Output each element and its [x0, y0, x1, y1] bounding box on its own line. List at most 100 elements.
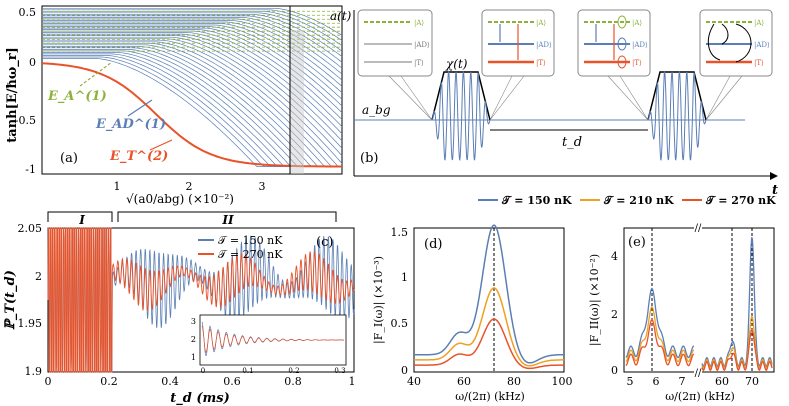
- b-level-box-pointer-a-0: [388, 75, 433, 121]
- e-xtick-1: 6: [653, 375, 660, 388]
- e-ytick-2: 0: [611, 364, 618, 377]
- c-legend-label-270: 𝒯 = 270 nK: [218, 248, 283, 261]
- panel-d: 1.5 1 0.5 0 40 60 80 100 |F_I(ω)| (×10⁻³…: [372, 224, 573, 403]
- e-xtick-2: 7: [679, 375, 686, 388]
- a-arrow-AD: [127, 99, 153, 117]
- b-state-label-3-1: |AD⟩: [754, 41, 770, 49]
- b-chi: χ(t): [445, 57, 468, 71]
- e-series-left-2: [625, 318, 695, 367]
- c-inset-ytick-1: 2: [191, 335, 196, 344]
- c-inset-xtick-0: 0: [201, 367, 205, 375]
- b-xaxis-arrow: [770, 172, 778, 180]
- d-ytick-1: 1: [401, 271, 408, 284]
- d-series-2: [414, 318, 564, 370]
- c-inset-ytick-2: 1: [191, 353, 196, 362]
- c-legend-label-150: 𝒯 = 150 nK: [218, 234, 283, 247]
- b-label: (b): [360, 151, 378, 166]
- b-state-label-0-0: |A⟩: [414, 19, 424, 27]
- e-label: (e): [628, 235, 646, 250]
- a-ylabel: tanh[E/ħω_r]: [5, 47, 20, 142]
- a-level-curve-14: [42, 36, 343, 157]
- d-xtick-3: 100: [552, 375, 573, 388]
- a-level-curve-32: [42, 9, 343, 41]
- a-level-curve-6: [42, 49, 342, 167]
- c-inset-series-270: [201, 325, 344, 353]
- b-level-box-pointer-a-3: [705, 75, 731, 121]
- b-state-label-2-2: |T⟩: [632, 59, 642, 67]
- a-xlabel: √(a0/abg) (×10⁻²): [126, 192, 234, 206]
- b-arrow-3-b: [721, 23, 729, 45]
- panel-b: a(t) t (b) a_bg χ(t) t_d |A⟩|AD⟩|T⟩|A⟩|A…: [330, 9, 778, 198]
- a-level-curve-29: [42, 13, 343, 57]
- d-xtick-0: 40: [407, 375, 421, 388]
- c-ytick-0: 2.05: [18, 222, 43, 235]
- c-xtick-3: 0.6: [223, 375, 241, 388]
- b-level-box-0: |A⟩ |AD⟩ |T⟩: [357, 9, 433, 121]
- a-annot-T: E_T^(2): [109, 149, 168, 164]
- a-level-curve-8: [42, 45, 342, 167]
- e-xlabel: ω/(2π) (kHz): [665, 390, 735, 403]
- b-abg: a_bg: [362, 103, 391, 117]
- b-level-box-pointer-a-2: [607, 75, 649, 121]
- c-label: (c): [316, 235, 333, 250]
- a-ytick-3: -1: [25, 163, 36, 176]
- a-xtick-1: 2: [186, 180, 193, 193]
- a-level-curve-21: [42, 26, 343, 107]
- a-xtick-2: 3: [259, 180, 266, 193]
- a-level-curve-19: [42, 29, 343, 120]
- e-ytick-1: 2: [611, 308, 618, 321]
- d-xtick-1: 60: [457, 375, 471, 388]
- panel-c-curves: [47, 227, 355, 373]
- e-axis-break-mark-top: //: [695, 223, 702, 234]
- b-loop-2-a: [617, 15, 627, 29]
- c-ylabel: ℙ_T(t_d): [3, 270, 18, 330]
- c-xtick-1: 0.2: [100, 375, 118, 388]
- d-label: (d): [424, 237, 442, 252]
- a-level-curve-11: [42, 41, 342, 167]
- a-arrow-T: [149, 139, 173, 151]
- a-ytick-0: 0.5: [19, 6, 37, 19]
- b-state-label-1-1: |AD⟩: [536, 41, 552, 49]
- a-label: (a): [60, 151, 78, 166]
- b-state-label-3-0: |A⟩: [754, 19, 764, 27]
- a-annot-AD: E_AD^(1): [95, 117, 166, 132]
- e-series-left-1: [625, 305, 695, 363]
- b-level-box-1: |A⟩ |AD⟩ |T⟩: [481, 9, 555, 121]
- b-loop-2-b: [617, 37, 627, 51]
- c-region-II: II: [221, 213, 234, 227]
- a-level-curve-30: [42, 12, 343, 52]
- b-pulse-envelope-1: [431, 71, 491, 121]
- a-level-curve-15: [42, 35, 343, 149]
- a-ytick-1: 0: [29, 56, 36, 69]
- b-level-box-3: |A⟩ |AD⟩ |T⟩: [699, 9, 773, 121]
- b-arrow-3-a: [707, 23, 721, 61]
- panel-a: 0.5 0 -0.5 -1 1 2 3 tanh[E/ħω_r] √(a0/ab…: [5, 5, 343, 206]
- top-legend-label-270: 𝒯 = 270 nK: [705, 194, 776, 207]
- e-xtick-0: 5: [627, 375, 634, 388]
- b-state-label-3-2: |T⟩: [754, 59, 764, 67]
- a-level-curve-12: [42, 39, 342, 167]
- b-level-box-pointer-b-2: [619, 75, 649, 121]
- a-annot-A: E_A^(1): [47, 89, 107, 104]
- panel-a-frame: [41, 5, 343, 175]
- b-state-label-2-1: |AD⟩: [632, 41, 648, 49]
- d-xlabel: ω/(2π) (kHz): [455, 390, 525, 403]
- a-trimer-curve: [41, 62, 342, 168]
- e-ylabel: |F_II(ω)| (×10⁻²): [588, 254, 602, 346]
- e-xtick-4: 70: [745, 375, 759, 388]
- e-series-right-2: [701, 328, 773, 372]
- c-inset-curves: [201, 321, 344, 357]
- b-state-label-1-0: |A⟩: [536, 19, 546, 27]
- c-series-270: [47, 227, 355, 373]
- b-state-label-2-0: |A⟩: [632, 19, 642, 27]
- top-legend-label-150: 𝒯 = 150 nK: [501, 194, 572, 207]
- b-state-label-0-2: |T⟩: [414, 59, 424, 67]
- c-xlabel: t_d (ms): [170, 391, 230, 406]
- b-level-box-frame-0: [357, 9, 433, 77]
- c-inset-xtick-1: 0.1: [242, 367, 253, 375]
- panel-e: // // 4 2 0 5 6 7 60 70 |F_II(ω)| (×10⁻²…: [588, 222, 775, 403]
- b-level-box-pointer-a-1: [489, 75, 513, 121]
- b-pulse-oscillation-2: [647, 70, 707, 161]
- e-axis-break-mark-bottom: //: [695, 368, 702, 379]
- d-ytick-2: 0.5: [391, 317, 409, 330]
